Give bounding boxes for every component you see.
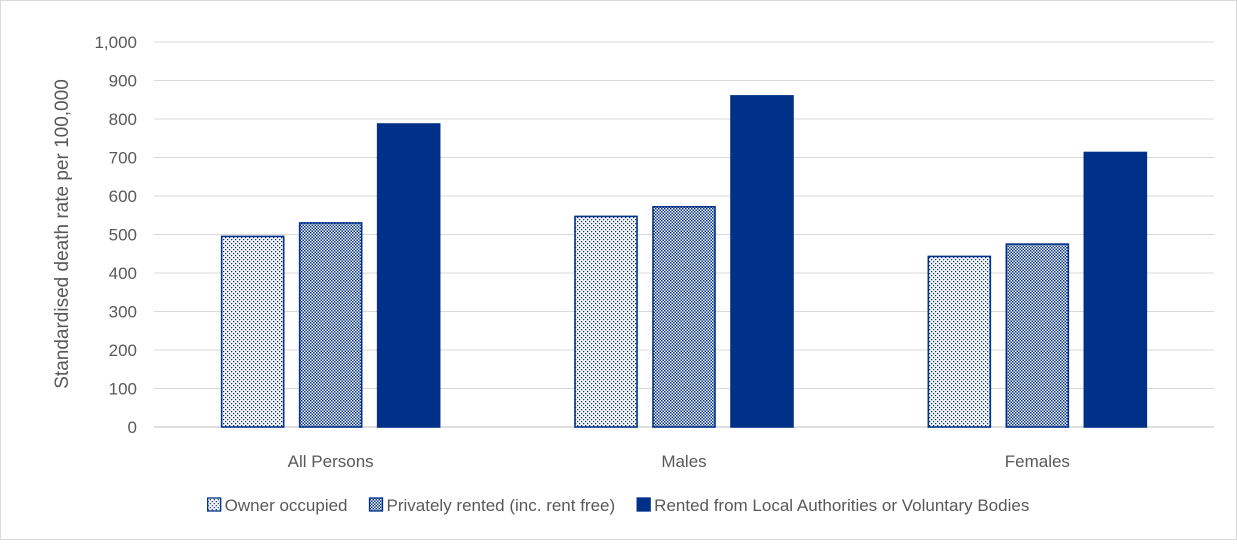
legend-item-1: Owner occupied xyxy=(207,496,348,515)
bar-all-persons-series-2 xyxy=(298,222,363,428)
legend-label: Owner occupied xyxy=(225,496,348,515)
x-tick-label: Males xyxy=(661,452,706,471)
legend-swatch xyxy=(368,497,384,512)
y-tick-label: 400 xyxy=(109,264,137,283)
y-axis-label: Standardised death rate per 100,000 xyxy=(52,79,73,389)
x-axis-ticks: All Persons Males Females xyxy=(288,452,1070,471)
y-tick-label: 800 xyxy=(109,110,137,129)
legend: Owner occupied Privately rented (inc. ren… xyxy=(207,496,1029,515)
y-tick-label: 300 xyxy=(109,303,137,322)
bar-all-persons-series-3 xyxy=(376,123,441,428)
legend-swatch xyxy=(636,497,651,512)
x-tick-label: Females xyxy=(1005,452,1070,471)
bar-males-series-3 xyxy=(730,95,794,428)
bar-females-series-3 xyxy=(1083,151,1148,428)
legend-item-2: Privately rented (inc. rent free) xyxy=(368,496,616,515)
y-tick-label: 900 xyxy=(109,72,137,91)
x-tick-label: All Persons xyxy=(288,452,374,471)
y-tick-label: 200 xyxy=(109,341,137,360)
y-tick-label: 1,000 xyxy=(94,33,137,52)
y-tick-label: 0 xyxy=(128,418,137,437)
bars xyxy=(220,95,1148,428)
y-tick-label: 600 xyxy=(109,187,137,206)
y-tick-label: 500 xyxy=(109,226,137,245)
bar-all-persons-series-1 xyxy=(220,235,285,428)
y-tick-label: 700 xyxy=(109,149,137,168)
y-tick-label: 100 xyxy=(109,380,137,399)
legend-label: Rented from Local Authorities or Volunta… xyxy=(654,496,1029,515)
y-axis-ticks: 0 100 200 300 400 500 600 700 800 900 1,000 xyxy=(94,33,137,437)
bar-females-series-2 xyxy=(1005,243,1070,428)
legend-item-3: Rented from Local Authorities or Volunta… xyxy=(636,496,1029,515)
bar-females-series-1 xyxy=(927,255,992,428)
bar-males-series-2 xyxy=(652,205,716,428)
legend-swatch xyxy=(207,497,222,512)
bar-males-series-1 xyxy=(574,215,638,428)
legend-label: Privately rented (inc. rent free) xyxy=(387,496,616,515)
